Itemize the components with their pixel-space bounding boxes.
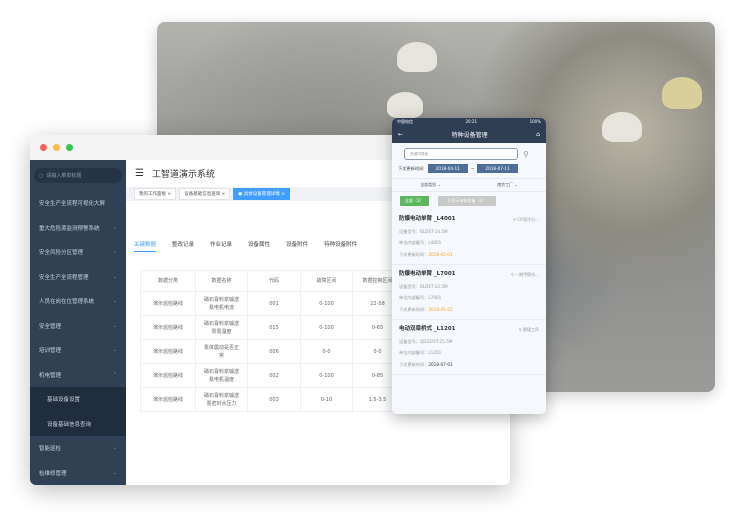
table-row: 演示巡检路线 磷石膏料浆输送泵泵温度 015 0-100 0-65 — [140, 315, 403, 340]
chevron-icon: ⌄ — [112, 224, 117, 231]
detail-tabs: 关键数据 整改记录 作业记录 设备属性 设备附件 特种设备附件 — [134, 240, 357, 252]
column-header: 故障区间 — [300, 270, 353, 292]
sidebar: ○ 请输入菜单标题 安全生产全流程可视化大屏重大危险源监测预警系统 ⌄ 安全风险分区管… — [30, 160, 126, 485]
table-row: 演示巡检路线 磷石膏料浆输送泵密封水压力 003 0-10 1.5-3.5 — [140, 387, 403, 412]
sidebar-item[interactable]: 安全管理 ⌄ — [39, 322, 117, 330]
chevron-icon: ⌄ — [112, 445, 117, 452]
all-button[interactable]: 全部（3） — [400, 196, 429, 206]
hamburger-icon[interactable]: ☰ — [135, 168, 144, 179]
type-filter[interactable]: 全部类别 ⌄ — [420, 182, 441, 187]
table-cell: 演示巡检路线 — [140, 315, 196, 340]
tab-key-data[interactable]: 关键数据 — [134, 240, 157, 252]
table-row: 演示巡检路线 泵体震动是否正常 006 0-0 0-0 — [140, 339, 403, 364]
location-pin-icon: ⚲ — [513, 217, 516, 222]
table-row: 演示巡检路线 磷石膏料浆输送泵电机电流 001 0-100 22-58 — [140, 291, 403, 316]
sidebar-item[interactable]: 重大危险源监测预警系统 ⌄ — [39, 224, 117, 232]
chevron-icon: ⌄ — [112, 298, 117, 305]
table-cell: 002 — [247, 363, 301, 388]
sidebar-item[interactable]: 安全风险分区管理 ⌄ — [39, 249, 117, 257]
phone-title: 特种设备管理 — [451, 132, 488, 139]
tab-attributes[interactable]: 设备属性 — [248, 242, 271, 248]
back-icon[interactable]: ← — [398, 131, 404, 138]
column-header: 数据名称 — [195, 270, 248, 292]
special-only-button[interactable]: 只显示有检设备（2） — [437, 196, 497, 206]
sidebar-item[interactable]: 机电管理 ⌃ — [39, 371, 117, 379]
table-cell: 0-0 — [300, 339, 353, 364]
location-pin-icon: ⚲ — [510, 272, 514, 277]
chevron-icon: ⌄ — [112, 322, 117, 329]
table-cell: 演示巡检路线 — [140, 291, 196, 316]
table-cell: 演示巡检路线 — [140, 363, 196, 388]
table-cell: 演示巡检路线 — [140, 339, 196, 364]
tab-attachments[interactable]: 设备附件 — [286, 242, 309, 248]
sidebar-item[interactable]: 安全生产全流程可视化大屏 — [39, 201, 106, 208]
sidebar-item[interactable]: 培训管理 ⌄ — [39, 347, 117, 355]
status-bar: 中国电信 20:21 100% — [392, 118, 546, 126]
home-icon[interactable]: ⌂ — [536, 131, 540, 138]
date-to[interactable]: 2018-07-11 — [477, 164, 518, 173]
page-title: 工智道演示系统 — [151, 170, 215, 180]
plant-filter[interactable]: 南京工厂 ⌄ — [497, 182, 518, 187]
table-cell: 015 — [247, 315, 301, 340]
tab-work-records[interactable]: 作业记录 — [210, 242, 233, 248]
column-header: 数据分类 — [140, 270, 196, 292]
phone-search-input[interactable]: 关键词搜索 — [404, 148, 518, 160]
table-cell: 0-100 — [300, 291, 353, 316]
table-cell: 磷石膏料浆输送泵电机温度 — [195, 363, 248, 388]
close-button[interactable] — [40, 144, 47, 151]
table-row: 演示巡检路线 磷石膏料浆输送泵电机温度 002 0-100 0-85 — [140, 363, 403, 388]
table-cell: 001 — [247, 291, 301, 316]
table-cell: 磷石膏料浆输送泵密封水压力 — [195, 387, 248, 412]
table-cell: 磷石膏料浆输送泵电机电流 — [195, 291, 248, 316]
sidebar-item[interactable]: 人员在岗在位管理系统 ⌄ — [39, 298, 117, 306]
device-card[interactable]: 电动双梁桥式 _L1201 ⚲ 磨煤工序 设备型号：QD32/5T-25.5M 单… — [392, 320, 546, 375]
sidebar-item[interactable]: 设备基础信息查询 — [30, 411, 126, 436]
tag-device-detail[interactable]: ● 具体设备管理详情 × — [233, 188, 290, 200]
chevron-icon: ⌄ — [112, 469, 117, 476]
minimize-button[interactable] — [53, 144, 60, 151]
maximize-button[interactable] — [66, 144, 73, 151]
table-cell: 003 — [247, 387, 301, 412]
chevron-icon: ⌃ — [112, 371, 117, 378]
date-from[interactable]: 2018-04-11 — [427, 164, 468, 173]
sidebar-item[interactable]: 安全生产全流程管理 ⌄ — [39, 273, 117, 281]
location-pin-icon: ⚲ — [518, 327, 522, 332]
tab-rectification[interactable]: 整改记录 — [172, 242, 195, 248]
table-cell: 0-10 — [300, 387, 353, 412]
table-cell: 006 — [247, 339, 301, 364]
table-cell: 泵体震动是否正常 — [195, 339, 248, 364]
tag-device-query[interactable]: 设备基础信息查询 × — [179, 188, 231, 200]
mobile-app: 中国电信 20:21 100% ← 特种设备管理 ⌂ 关键词搜索 ⚲ 下次更新时间: 201… — [392, 118, 546, 414]
tag-workbench[interactable]: 我的工作面板 × — [134, 188, 177, 200]
table-cell: 0-100 — [300, 363, 353, 388]
table-cell: 0-100 — [300, 315, 353, 340]
device-card[interactable]: 防爆电动单臂 _L4001 ⚲ CO泵冷分... 设备型号：BLDST-14.5M… — [392, 210, 546, 265]
menu-search-input[interactable]: ○ 请输入菜单标题 — [34, 168, 122, 183]
device-card[interactable]: 防爆电动单臂 _L7001 ⚲ 一期甲醇合... 设备型号：BLDST-22.5M… — [392, 265, 546, 320]
sidebar-item[interactable]: 基础设备设置 — [30, 387, 126, 412]
sidebar-item[interactable]: 智能巡检 ⌄ — [39, 445, 117, 453]
column-header: 代码 — [247, 270, 301, 292]
chevron-icon: ⌄ — [112, 347, 117, 354]
table-cell: 磷石膏料浆输送泵泵温度 — [195, 315, 248, 340]
search-icon: ○ — [39, 172, 44, 179]
chevron-icon: ⌄ — [112, 273, 117, 280]
sidebar-item[interactable]: 检维修管理 ⌄ — [39, 469, 117, 477]
tab-special-attachments[interactable]: 特种设备附件 — [324, 242, 358, 248]
table-cell: 演示巡检路线 — [140, 387, 196, 412]
key-data-table: 数据分类 数据名称 代码 故障区间 数据控制区间 演示巡检路线 磷石膏料浆输送泵电机电流 00… — [140, 270, 403, 412]
chevron-icon: ⌄ — [112, 249, 117, 256]
search-icon[interactable]: ⚲ — [523, 149, 529, 159]
